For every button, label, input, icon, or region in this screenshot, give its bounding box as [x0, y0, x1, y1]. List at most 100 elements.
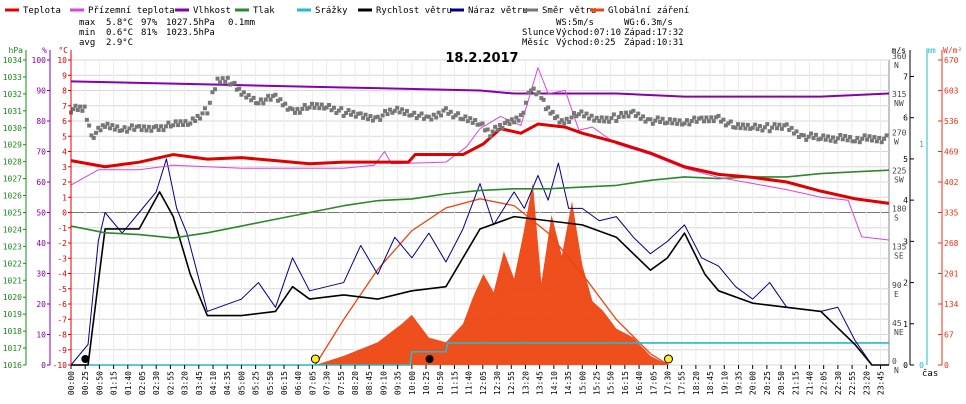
- wind-direction-point: [809, 131, 814, 136]
- wind-direction-point: [579, 109, 584, 114]
- x-tick-label: 00:00: [67, 371, 76, 395]
- wind-direction-point: [559, 118, 564, 123]
- axis-label-hpa: 1031: [3, 107, 22, 116]
- axis-label-hpa: 1030: [3, 124, 22, 133]
- wind-direction-point: [176, 123, 181, 128]
- axis-label-celsius: -4: [57, 270, 67, 279]
- axis-label-wm: 670: [944, 56, 959, 65]
- series-wind-speed: [71, 191, 889, 366]
- x-tick-label: 05:00: [237, 371, 246, 395]
- wind-direction-point: [395, 105, 400, 110]
- axis-label-hpa: 1033: [3, 73, 22, 82]
- wind-direction-point: [156, 127, 161, 132]
- wind-direction-point: [75, 107, 80, 112]
- wind-direction-point: [750, 125, 755, 130]
- wind-direction-point: [589, 113, 594, 118]
- wind-direction-point: [144, 128, 149, 133]
- axis-label-direction-letter: NE: [894, 328, 904, 337]
- axis-label-hpa: 1034: [3, 56, 22, 65]
- wind-direction-point: [478, 122, 482, 127]
- wind-direction-point: [220, 76, 225, 81]
- wind-direction-point: [103, 124, 108, 129]
- wind-direction-point: [740, 122, 745, 127]
- wind-direction-point: [714, 115, 719, 120]
- series-global-radiation-area: [315, 182, 669, 365]
- axis-unit-mm: mm: [926, 46, 936, 55]
- wind-direction-point: [821, 133, 826, 138]
- wind-direction-point: [526, 90, 531, 95]
- axis-label-direction: 225: [892, 166, 907, 175]
- x-tick-label: 05:50: [266, 371, 275, 395]
- x-tick-label: 17:30: [663, 371, 672, 395]
- wind-direction-point: [317, 106, 322, 111]
- wind-direction-point: [202, 106, 207, 111]
- wind-direction-point: [288, 106, 293, 111]
- wind-direction-point: [614, 119, 619, 123]
- wind-direction-point: [73, 103, 78, 108]
- x-tick-label: 14:10: [550, 371, 559, 395]
- wind-direction-point: [772, 122, 777, 127]
- wind-direction-point: [660, 116, 665, 121]
- wind-direction-point: [228, 82, 233, 87]
- legend-label: Globální záření: [608, 6, 689, 16]
- wind-direction-point: [390, 110, 395, 115]
- wind-direction-point: [801, 133, 806, 138]
- axis-label-ms: 4: [903, 196, 908, 205]
- wind-direction-point: [818, 136, 823, 141]
- wind-direction-point: [426, 114, 431, 119]
- wind-direction-point: [877, 135, 882, 140]
- axis-label-pct: 90: [36, 87, 46, 96]
- wind-direction-point: [431, 112, 436, 117]
- wind-direction-point: [230, 81, 235, 86]
- axis-label-hpa: 1017: [3, 344, 22, 353]
- wind-direction-point: [292, 110, 297, 115]
- axis-label-celsius: 5: [62, 132, 67, 141]
- wind-direction-point: [268, 97, 273, 102]
- axis-label-hpa: 1032: [3, 90, 22, 99]
- axis-label-pct: 100: [32, 56, 47, 65]
- wind-direction-point: [794, 129, 799, 134]
- wind-direction-point: [436, 110, 441, 115]
- wind-direction-point: [648, 117, 653, 122]
- wind-direction-point: [813, 132, 818, 137]
- wind-direction-point: [215, 76, 220, 81]
- wind-direction-point: [500, 125, 505, 130]
- x-tick-label: 04:10: [209, 371, 218, 395]
- wind-direction-point: [518, 113, 523, 118]
- wind-direction-point: [185, 122, 190, 127]
- axis-label-celsius: -7: [57, 315, 67, 324]
- wind-direction-point: [188, 121, 193, 126]
- info-moon-rise: Východ:0:25: [556, 38, 616, 48]
- wind-direction-point: [543, 107, 548, 112]
- wind-direction-point: [322, 106, 327, 111]
- wind-direction-point: [154, 124, 159, 129]
- axis-unit-wm: W/m²: [943, 46, 962, 55]
- wind-direction-point: [351, 109, 356, 114]
- wind-direction-point: [831, 135, 836, 140]
- axis-label-celsius: -9: [57, 346, 67, 355]
- wind-direction-point: [680, 122, 685, 127]
- axis-label-ms: 7: [903, 72, 908, 81]
- wind-direction-point: [385, 112, 390, 117]
- wind-direction-point: [552, 116, 557, 121]
- info-moon-set: Západ:10:31: [624, 38, 684, 48]
- wind-direction-point: [392, 108, 397, 113]
- wind-direction-point: [458, 116, 463, 121]
- wind-direction-point: [574, 114, 579, 119]
- wind-direction-point: [193, 119, 198, 123]
- x-tick-label: 08:20: [351, 371, 360, 395]
- wind-direction-point: [611, 112, 616, 117]
- wind-direction-point: [402, 111, 407, 116]
- wind-direction-point: [562, 121, 567, 126]
- wind-direction-point: [443, 106, 448, 111]
- axis-label-direction: 135: [892, 243, 907, 252]
- axis-label-hpa: 1016: [3, 361, 22, 370]
- axis-label-ms: 2: [903, 279, 908, 288]
- axis-label-hpa: 1023: [3, 242, 22, 251]
- wind-direction-point: [874, 139, 879, 144]
- axis-label-mm: 0: [919, 361, 924, 370]
- wind-direction-point: [334, 111, 339, 116]
- wind-direction-point: [792, 131, 797, 136]
- wind-direction-point: [594, 115, 599, 120]
